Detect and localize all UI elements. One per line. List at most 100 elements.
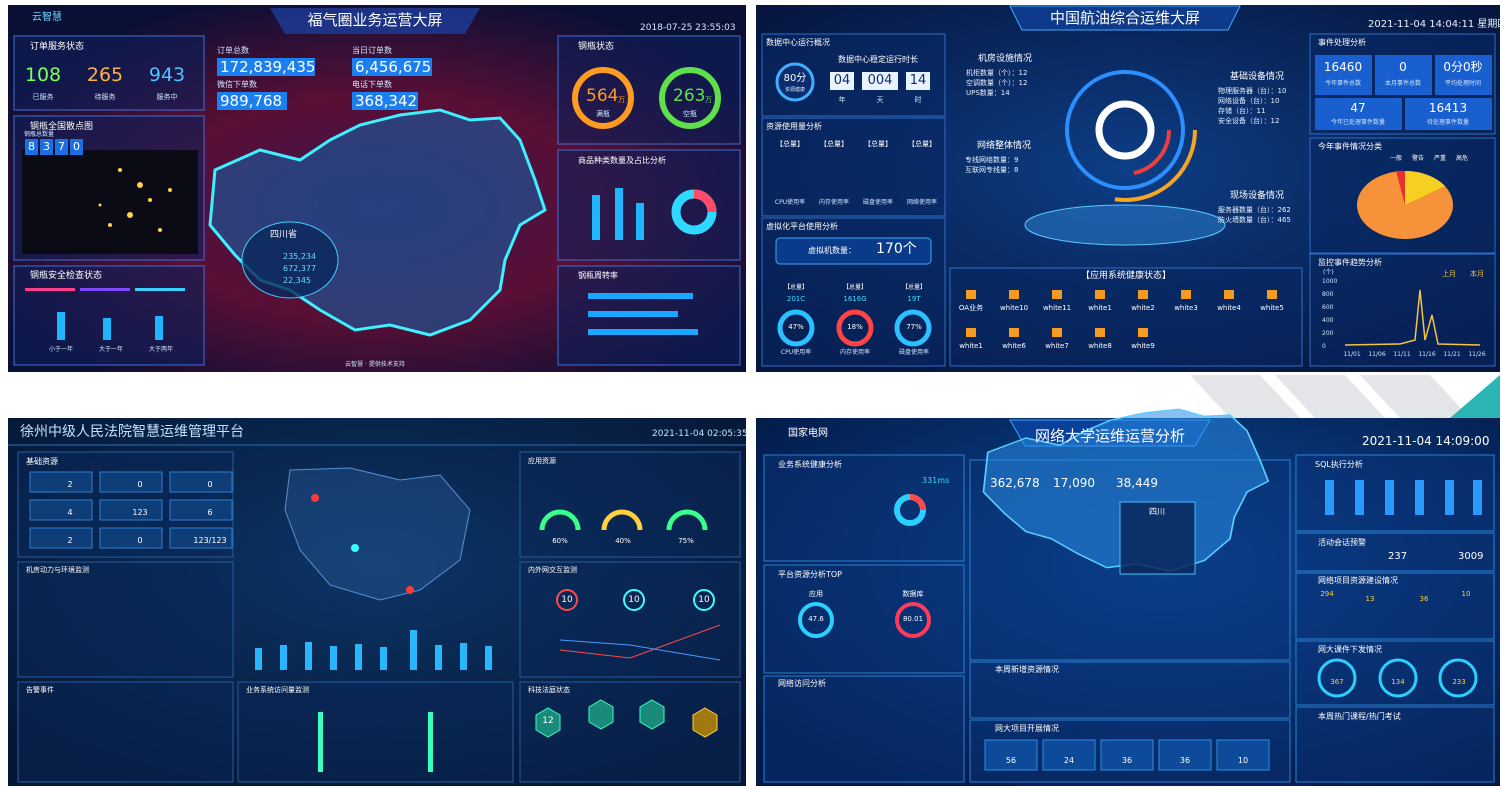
section-title: 平台资源分析TOP [778, 570, 843, 579]
app-label: white3 [1174, 304, 1198, 312]
title: 中国航油综合运维大屏 [1049, 9, 1201, 27]
shape [798, 602, 931, 638]
score-label: 资源健康 [784, 87, 806, 93]
shape [966, 290, 976, 299]
info-row: 机柜数量（个）：12 [966, 69, 1027, 77]
datetime: 2021-11-04 14:04:11 星期四 [1368, 19, 1502, 30]
shape [539, 509, 708, 531]
section-title: 今年事件情况分类 [1318, 142, 1382, 151]
app-label: white9 [1131, 342, 1155, 350]
shape [29, 471, 233, 549]
shape [909, 494, 926, 511]
order-value: 368,342 [355, 92, 418, 110]
shape [895, 602, 931, 638]
resource-name: 应用 [809, 590, 823, 598]
ring-value: 263 [673, 86, 706, 106]
shape [1079, 84, 1171, 176]
shape [539, 509, 581, 531]
gauge-value: 40% [615, 537, 631, 545]
ring-label: 满瓶 [596, 110, 610, 118]
shape [1344, 289, 1481, 346]
project-value: 10 [1237, 756, 1249, 765]
shape [485, 646, 492, 670]
resource-name: 数据库 [902, 590, 924, 598]
shape [777, 309, 815, 347]
session-value: 3009 [1458, 551, 1484, 562]
shape [830, 72, 930, 90]
info-row: 互联网专线量：8 [965, 166, 1018, 174]
stat-value: 943 [148, 64, 186, 86]
title: 徐州中级人民法院智慧运维管理平台 [20, 424, 244, 440]
row-value: 10 [1270, 97, 1280, 105]
shape [1267, 290, 1277, 299]
y-tick-label: 800 [1322, 291, 1334, 298]
group-title: 基础设备情况 [1230, 72, 1285, 82]
shape [1216, 739, 1270, 771]
shape [1052, 290, 1062, 299]
total: 【总量】 [783, 284, 809, 291]
shape [588, 699, 614, 730]
shape [29, 527, 93, 549]
resource-value: 80.01 [902, 615, 924, 623]
shape [1315, 98, 1402, 130]
event-value: 47 [1350, 101, 1366, 115]
shape [29, 471, 93, 493]
section-title: 监控事件趋势分析 [1318, 258, 1382, 267]
shape [693, 189, 717, 213]
info-row: 专线网络数量：9 [965, 156, 1018, 164]
project-value: 56 [1005, 756, 1017, 765]
project-value: 36 [1179, 756, 1191, 765]
build-value: 10 [1461, 590, 1471, 598]
shape [1405, 170, 1445, 205]
info-row: UPS数量：14 [966, 89, 1010, 97]
shape [99, 499, 163, 521]
latency: 331ms [922, 476, 950, 485]
shape [592, 195, 600, 240]
shape [13, 35, 205, 111]
group-title: 机房设施情况 [978, 54, 1033, 64]
legend-item: 本月 [1470, 270, 1484, 278]
project-value: 24 [1063, 756, 1075, 765]
row-label: UPS数量： [966, 89, 1001, 97]
legend-item: 高危 [1456, 155, 1469, 162]
shape [966, 290, 1277, 337]
shape [284, 467, 471, 601]
section-title: 应用资源 [528, 457, 556, 465]
shape [559, 624, 721, 659]
app-label: OA业务 [958, 304, 984, 312]
digit: 004 [867, 73, 893, 88]
shape [237, 681, 514, 783]
shape [588, 293, 698, 335]
shape [775, 237, 932, 265]
ring-unit: 万 [705, 96, 712, 104]
y-tick-label: 0 [1322, 343, 1326, 350]
gauge-value: 75% [678, 537, 694, 545]
total: 【总量】 [776, 140, 804, 148]
event-label: 平均处理时间 [1444, 80, 1482, 87]
app-label: white7 [1045, 342, 1069, 350]
group-title: 网络整体情况 [977, 141, 1032, 151]
section-title: 业务系统健康分析 [778, 460, 842, 469]
total: 【总量】 [842, 284, 868, 291]
stat-value: 362,678 [990, 476, 1040, 490]
event-value: 0 [1399, 60, 1407, 74]
shape [1065, 70, 1185, 190]
usage-label: CPU使用率 [774, 199, 806, 206]
order-label: 当日订单数 [352, 46, 392, 55]
shape [1315, 55, 1372, 95]
shape [949, 267, 1303, 367]
shape [588, 311, 678, 317]
digit: 0 [73, 140, 80, 153]
shape [330, 646, 337, 670]
shape [1438, 658, 1478, 698]
datetime: 2021-11-04 14:09:00 [1362, 434, 1490, 448]
shape [57, 312, 65, 340]
section-title: 业务系统访问量监测 [246, 686, 309, 694]
gauge-value: 18% [847, 323, 863, 331]
stat-value: 108 [24, 64, 62, 86]
shape [1405, 98, 1492, 130]
digit: 14 [909, 73, 927, 88]
province-value: 672,377 [283, 264, 317, 273]
stat-value: 38,449 [1116, 476, 1158, 490]
row-label: 安全设备（台）： [1218, 117, 1271, 125]
